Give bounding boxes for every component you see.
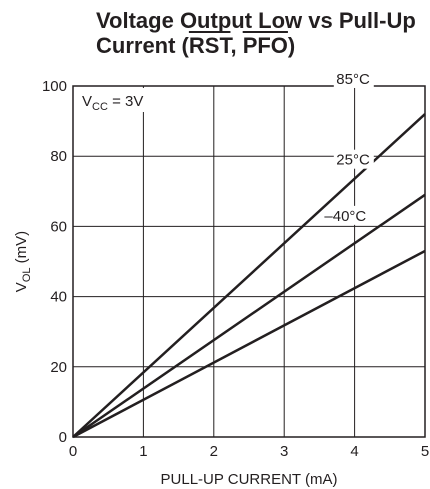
title-line-2-post: ) [287, 33, 296, 58]
x-tick-label-2: 2 [210, 443, 218, 460]
series-label-2: –40°C [324, 208, 366, 225]
x-tick-label-3: 3 [280, 443, 288, 460]
title-line-2: Current (RST, PFO) [96, 33, 416, 58]
y-tick-label-20: 20 [50, 359, 67, 376]
chart-title: Voltage Output Low vs Pull-Up Current (R… [96, 8, 416, 58]
title-signal-pfo: PFO [242, 33, 288, 58]
y-tick-label-40: 40 [50, 289, 67, 306]
series-line-2 [72, 249, 426, 439]
title-signal-rst: RST [188, 33, 231, 58]
y-axis-label: VOL (mV) [13, 231, 33, 292]
series-label-0: 85°C [336, 71, 370, 88]
y-tick-label-80: 80 [50, 148, 67, 165]
title-line-1: Voltage Output Low vs Pull-Up [96, 8, 416, 33]
x-axis-label: PULL-UP CURRENT (mA) [161, 471, 338, 488]
vcc-annotation: VCC = 3V [82, 93, 143, 113]
series-label-bg-2 [330, 205, 371, 225]
series-line-1 [72, 193, 426, 439]
plot-frame [72, 85, 426, 438]
series-label-bg-1 [333, 149, 374, 169]
x-tick-label-1: 1 [139, 443, 147, 460]
series-label-bg-0 [333, 68, 374, 88]
x-tick-label-0: 0 [69, 443, 77, 460]
title-separator: , [230, 33, 243, 58]
y-tick-label-60: 60 [50, 218, 67, 235]
y-tick-label-0: 0 [59, 429, 67, 446]
title-line-2-pre: Current ( [96, 33, 189, 58]
y-tick-label-100: 100 [42, 78, 67, 95]
x-tick-label-5: 5 [421, 443, 429, 460]
annotation-background [75, 88, 145, 112]
series-label-1: 25°C [336, 152, 370, 169]
x-tick-label-4: 4 [350, 443, 358, 460]
